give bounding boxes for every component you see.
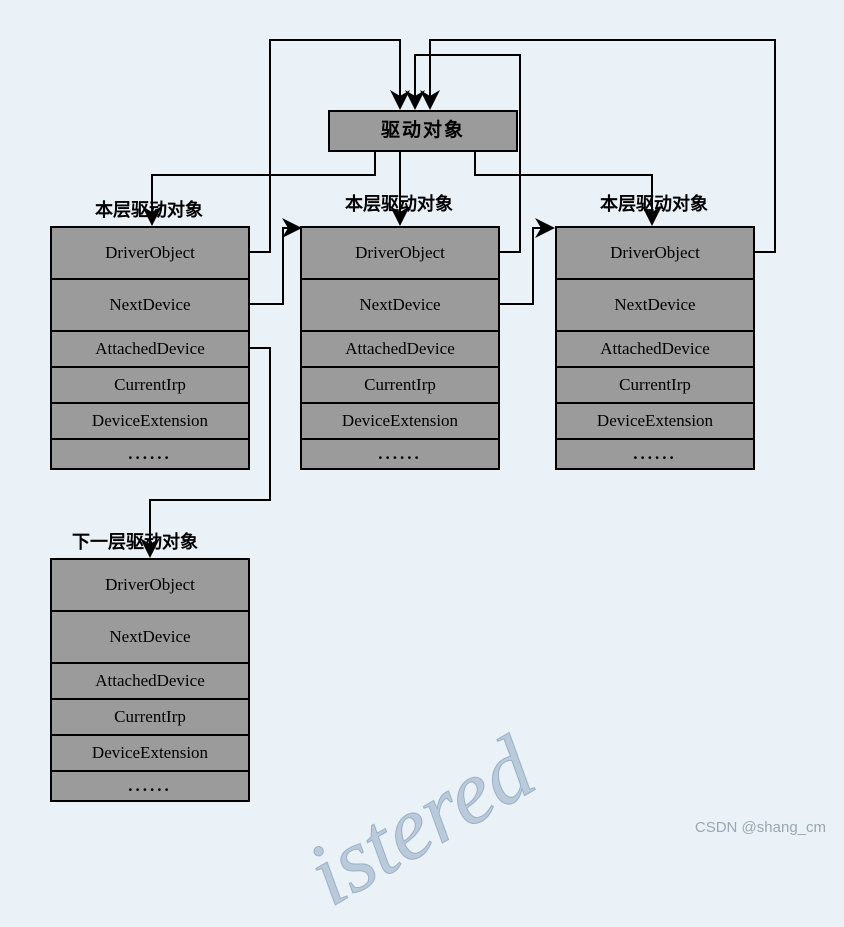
row-attacheddevice: AttachedDevice [52, 664, 248, 700]
table-title-b: 本层驱动对象 [345, 190, 453, 216]
row-driverobject: DriverObject [557, 228, 753, 280]
row-more: ...... [52, 772, 248, 800]
driver-object-label: 驱动对象 [381, 120, 465, 141]
row-more: ...... [557, 440, 753, 468]
row-attacheddevice: AttachedDevice [557, 332, 753, 368]
row-nextdevice: NextDevice [52, 612, 248, 664]
row-driverobject: DriverObject [302, 228, 498, 280]
row-currentirp: CurrentIrp [52, 368, 248, 404]
row-more: ...... [302, 440, 498, 468]
row-driverobject: DriverObject [52, 228, 248, 280]
table-title-c: 本层驱动对象 [600, 190, 708, 216]
row-deviceextension: DeviceExtension [557, 404, 753, 440]
row-currentirp: CurrentIrp [557, 368, 753, 404]
row-more: ...... [52, 440, 248, 468]
row-nextdevice: NextDevice [302, 280, 498, 332]
row-currentirp: CurrentIrp [302, 368, 498, 404]
device-table-d: DriverObject NextDevice AttachedDevice C… [50, 558, 250, 802]
driver-object-box: 驱动对象 [328, 110, 518, 152]
table-title-d: 下一层驱动对象 [72, 528, 198, 554]
credit-text: CSDN @shang_cm [695, 819, 826, 836]
row-currentirp: CurrentIrp [52, 700, 248, 736]
diagram-stage: 驱动对象 本层驱动对象 DriverObject NextDevice Atta… [0, 0, 844, 850]
row-deviceextension: DeviceExtension [52, 736, 248, 772]
device-table-b: DriverObject NextDevice AttachedDevice C… [300, 226, 500, 470]
row-attacheddevice: AttachedDevice [52, 332, 248, 368]
row-attacheddevice: AttachedDevice [302, 332, 498, 368]
row-driverobject: DriverObject [52, 560, 248, 612]
table-title-a: 本层驱动对象 [95, 196, 203, 222]
device-table-c: DriverObject NextDevice AttachedDevice C… [555, 226, 755, 470]
watermark-text: istered [290, 716, 551, 926]
row-nextdevice: NextDevice [557, 280, 753, 332]
row-nextdevice: NextDevice [52, 280, 248, 332]
row-deviceextension: DeviceExtension [302, 404, 498, 440]
row-deviceextension: DeviceExtension [52, 404, 248, 440]
device-table-a: DriverObject NextDevice AttachedDevice C… [50, 226, 250, 470]
